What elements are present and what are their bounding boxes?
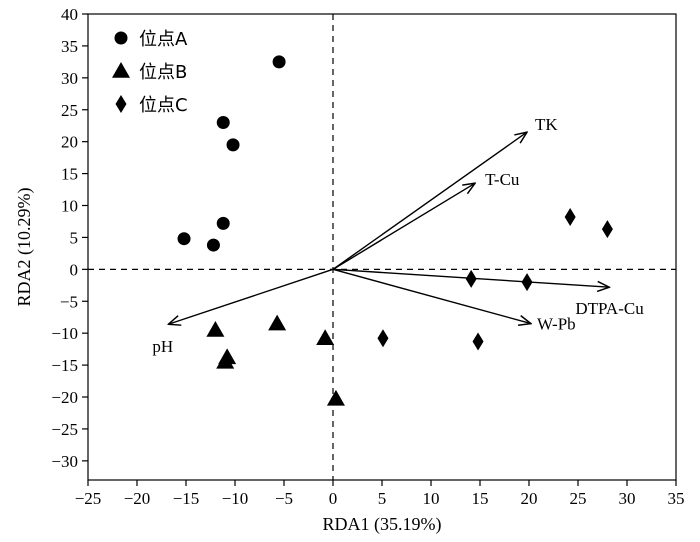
vector-w-pb xyxy=(332,268,531,323)
y-tick-label: 30 xyxy=(61,69,78,88)
site-triangle-point xyxy=(316,329,335,346)
x-axis-title: RDA1 (35.19%) xyxy=(323,514,442,535)
y-tick-label: 15 xyxy=(61,165,78,184)
x-tick-label: −15 xyxy=(173,489,200,508)
y-tick-label: 20 xyxy=(61,133,78,152)
legend: 位点A 位点B 位点C xyxy=(112,29,188,116)
x-tick-label: 0 xyxy=(329,489,338,508)
y-tick-label: −5 xyxy=(60,292,78,311)
x-tick-label: 25 xyxy=(570,489,587,508)
site-diamond-point xyxy=(377,329,389,348)
plot-frame xyxy=(87,13,677,481)
y-tick-label: 40 xyxy=(61,5,78,24)
site-diamond-point xyxy=(472,332,484,351)
x-tick-label: −5 xyxy=(275,489,293,508)
x-tick-label: −10 xyxy=(222,489,249,508)
y-axis-title: RDA2 (10.29%) xyxy=(14,188,35,307)
y-tick-label: 5 xyxy=(70,228,79,247)
vector-tk xyxy=(332,132,527,270)
site-points xyxy=(177,55,613,406)
site-circle-point xyxy=(177,232,191,246)
site-circle-point xyxy=(226,138,240,152)
x-tick-label: 5 xyxy=(378,489,387,508)
site-circle-point xyxy=(272,55,286,69)
site-circle-point xyxy=(216,116,230,130)
x-tick-label: 10 xyxy=(423,489,440,508)
vector-ph xyxy=(168,268,334,324)
x-tick-label: 15 xyxy=(472,489,489,508)
site-diamond-point xyxy=(564,207,576,226)
legend-diamond-icon xyxy=(115,95,127,113)
site-diamond-point xyxy=(521,273,533,292)
y-tick-label: 35 xyxy=(61,37,78,56)
x-axis-ticks: −25 −20 −15 −10 −5 0 5 10 15 20 25 30 35 xyxy=(75,480,685,508)
site-triangle-point xyxy=(216,352,235,369)
y-tick-label: 0 xyxy=(70,260,79,279)
vector-label: TK xyxy=(535,115,558,134)
x-tick-label: 20 xyxy=(521,489,538,508)
y-tick-label: 25 xyxy=(61,101,78,120)
vector-label: pH xyxy=(152,337,173,356)
site-diamond-point xyxy=(601,220,613,239)
y-tick-label: −10 xyxy=(51,324,78,343)
x-tick-label: 35 xyxy=(668,489,685,508)
legend-label: 位点B xyxy=(139,62,187,83)
y-tick-label: −15 xyxy=(51,356,78,375)
legend-triangle-icon xyxy=(112,62,130,78)
vector-label: DTPA-Cu xyxy=(575,299,644,318)
x-tick-label: −20 xyxy=(124,489,151,508)
x-tick-label: 30 xyxy=(619,489,636,508)
y-tick-label: −30 xyxy=(51,452,78,471)
reference-lines xyxy=(88,14,676,480)
site-triangle-point xyxy=(206,320,225,337)
vector-label: W-Pb xyxy=(537,315,576,334)
legend-label: 位点A xyxy=(139,29,188,50)
site-circle-point xyxy=(206,238,220,252)
site-circle-point xyxy=(216,216,230,230)
x-tick-label: −25 xyxy=(75,489,102,508)
legend-label: 位点C xyxy=(139,95,188,116)
y-axis-ticks: −30 −25 −20 −15 −10 −5 0 5 10 15 20 25 30 35 40 xyxy=(51,5,88,471)
site-triangle-point xyxy=(268,314,287,331)
y-tick-label: 10 xyxy=(61,197,78,216)
legend-circle-icon xyxy=(114,31,128,45)
site-triangle-point xyxy=(326,389,345,406)
site-diamond-point xyxy=(465,269,477,288)
vector-t-cu xyxy=(332,183,475,270)
y-tick-label: −25 xyxy=(51,420,78,439)
y-tick-label: −20 xyxy=(51,388,78,407)
environment-vectors: TK T-Cu DTPA-CuW-Pb pH xyxy=(152,115,644,356)
vector-label: T-Cu xyxy=(485,170,520,189)
